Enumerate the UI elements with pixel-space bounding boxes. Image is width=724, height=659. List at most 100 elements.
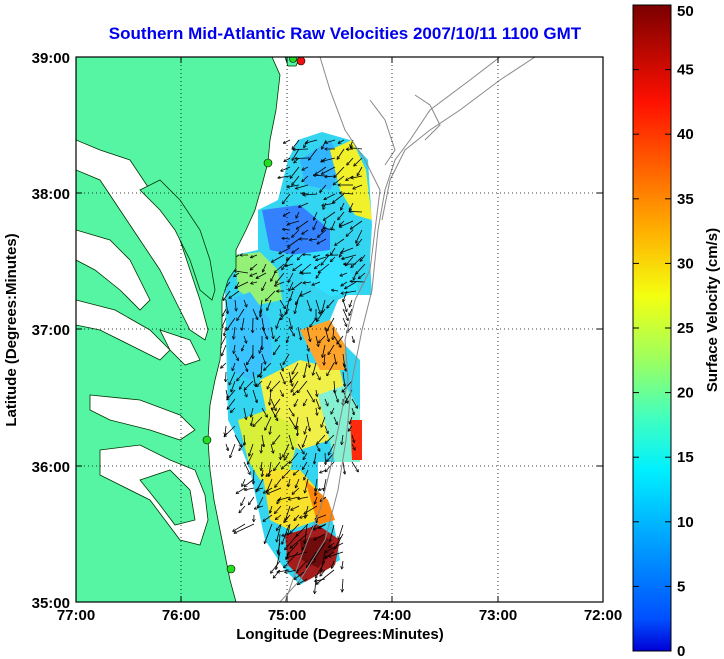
velocity-arrow [235,299,236,311]
y-tick-label: 35:00 [32,595,70,612]
velocity-arrow [285,533,299,550]
velocity-arrow [340,220,354,227]
velocity-arrow [279,247,291,254]
velocity-arrow [317,434,326,444]
velocity-arrow [331,247,336,255]
velocity-arrow [315,478,318,491]
colorbar-tick-label: 25 [677,320,694,337]
velocity-arrow [337,148,345,159]
velocity-arrow [297,443,304,454]
velocity-arrow [276,272,285,283]
velocity-arrow [316,389,317,396]
velocity-arrow [278,175,291,178]
velocity-arrow [287,254,294,260]
velocity-arrow [303,255,312,256]
velocity-arrow [280,308,282,316]
velocity-arrow [305,524,308,543]
velocity-arrow [230,443,236,457]
velocity-arrow [331,220,336,230]
velocity-arrow [296,290,303,304]
velocity-arrow [288,220,300,224]
velocity-arrow [275,281,285,286]
velocity-arrow [338,211,345,220]
velocity-arrow [324,211,336,220]
velocity-arrow [292,139,300,149]
velocity-arrow [249,496,255,504]
velocity-arrow [237,487,246,493]
velocity-arrow [279,362,283,371]
velocity-arrow [235,523,255,533]
velocity-arrow [261,326,267,339]
velocity-arrow [283,443,290,457]
velocity-arrow [333,416,337,424]
velocity-arrow [322,344,326,357]
velocity-arrow [273,434,281,444]
velocity-arrow [250,272,258,276]
velocity-arrow [295,299,299,313]
velocity-arrow [335,238,345,245]
velocity-arrow [320,184,327,192]
velocity-arrow [359,272,366,278]
velocity-arrow [271,272,276,281]
velocity-arrow [314,175,327,176]
velocity-arrow [271,560,281,573]
velocity-arrow [270,380,281,391]
velocity-arrow [307,344,309,351]
velocity-arrow [316,407,317,415]
velocity-arrow [288,478,290,486]
velocity-arrow [305,478,309,493]
velocity-arrow [315,487,318,495]
velocity-arrow [294,514,300,520]
velocity-arrow [260,344,263,353]
velocity-arrow [243,299,247,307]
velocity-arrow [319,487,327,490]
colorbar-tick-label: 5 [677,578,685,595]
velocity-arrow [304,194,318,195]
velocity-arrow [261,443,262,453]
velocity-arrow [243,335,246,343]
velocity-arrow [286,299,290,314]
velocity-arrow [324,398,328,406]
velocity-arrow [258,496,264,508]
x-tick-label: 72:00 [584,607,622,624]
velocity-arrow [342,353,345,367]
velocity-arrow [314,542,326,560]
velocity-arrow [255,505,264,509]
velocity-arrow [243,461,250,474]
velocity-arrow [333,389,338,402]
velocity-arrow [360,254,366,261]
velocity-arrow [288,523,291,535]
velocity-arrow [234,434,241,447]
velocity-arrow [287,184,300,187]
velocity-arrow [270,326,273,338]
velocity-arrow [306,299,311,311]
velocity-arrow [282,469,291,478]
velocity-arrow [278,542,281,553]
velocity-arrow [324,425,328,433]
velocity-arrow [262,281,267,290]
velocity-arrow [267,487,282,494]
velocity-arrow [319,335,326,343]
velocity-arrow [342,254,357,259]
velocity-arrow [321,551,326,572]
velocity-arrow [297,326,301,340]
velocity-arrow [342,299,347,311]
velocity-arrow [304,362,308,377]
velocity-arrow [316,272,321,278]
velocity-arrow [293,149,309,150]
velocity-arrow [252,308,258,319]
velocity-arrow [324,326,329,341]
velocity-arrow [242,478,246,486]
velocity-arrow [252,371,256,386]
velocity-arrow [352,175,363,178]
velocity-arrow [290,371,299,382]
velocity-arrow [327,362,335,375]
velocity-arrow [317,238,327,244]
colorbar-tick-label: 10 [677,514,694,531]
velocity-arrow [225,425,226,435]
velocity-arrow [260,308,262,317]
velocity-arrow [274,344,281,355]
velocity-arrow [350,299,353,307]
velocity-arrow [283,229,291,230]
y-tick-label: 37:00 [32,322,70,339]
